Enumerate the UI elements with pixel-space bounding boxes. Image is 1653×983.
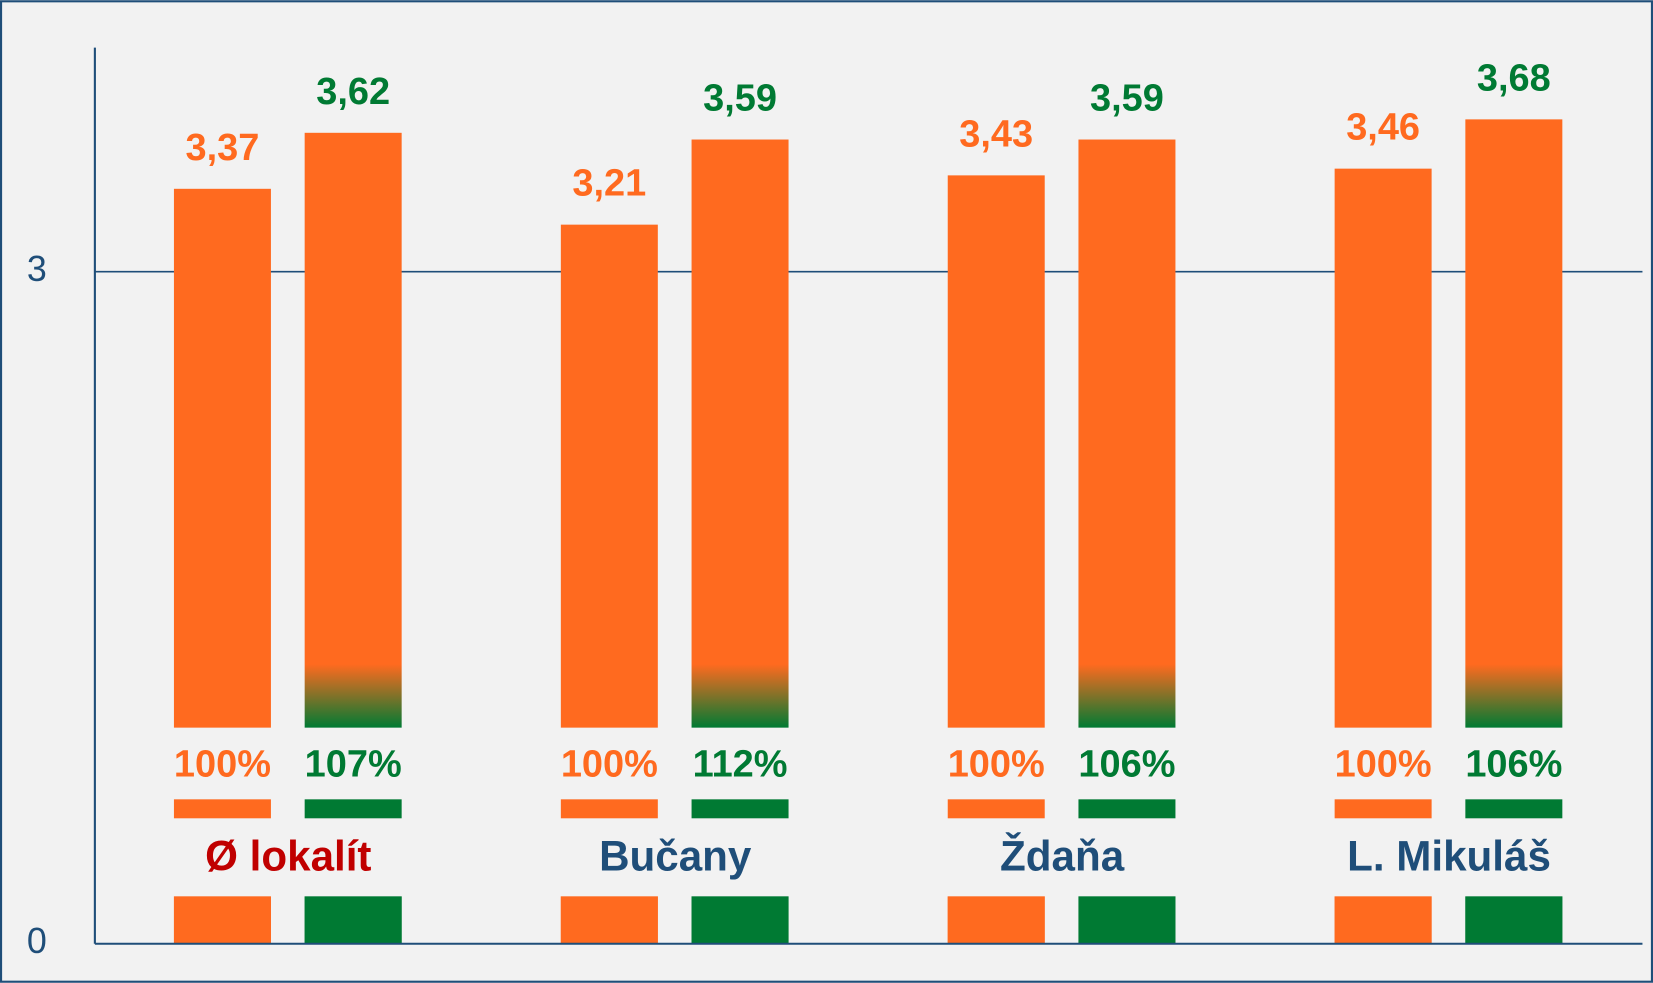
index-label: 100% [948, 744, 1045, 786]
index-label: 106% [1078, 744, 1175, 786]
bar-base [304, 896, 402, 944]
legend-strip [560, 799, 658, 819]
value-label: 3,43 [959, 113, 1033, 155]
value-label: 3,46 [1346, 107, 1420, 149]
legend-strip [947, 799, 1045, 819]
value-label: 3,21 [572, 163, 646, 205]
bar-base [560, 896, 658, 944]
value-label: 3,37 [186, 127, 260, 169]
index-label: 106% [1465, 744, 1562, 786]
index-label: 107% [305, 744, 402, 786]
y-tick-label: 3 [27, 249, 47, 289]
category-label: Bučany [599, 833, 752, 880]
legend-strip [691, 799, 789, 819]
legend-strip [173, 799, 271, 819]
value-label: 3,59 [1090, 78, 1164, 120]
index-label: 100% [174, 744, 271, 786]
bar-base [1334, 896, 1432, 944]
index-label: 100% [1335, 744, 1432, 786]
y-tick-label: 0 [27, 921, 47, 961]
bar-base [173, 896, 271, 944]
bar-base [1465, 896, 1563, 944]
index-label: 112% [693, 744, 788, 786]
legend-strip [304, 799, 402, 819]
bar-base [691, 896, 789, 944]
value-label: 3,62 [316, 71, 390, 113]
category-label: L. Mikuláš [1347, 833, 1551, 880]
legend-strip [1334, 799, 1432, 819]
bar-base [947, 896, 1045, 944]
bar-base [1078, 896, 1176, 944]
legend-strip [1078, 799, 1176, 819]
legend-strip [1465, 799, 1563, 819]
value-label: 3,68 [1477, 57, 1551, 99]
value-label: 3,59 [703, 78, 777, 120]
category-label: Ždaňa [1000, 832, 1125, 880]
category-label: Ø lokalít [205, 833, 371, 880]
index-label: 100% [561, 744, 658, 786]
